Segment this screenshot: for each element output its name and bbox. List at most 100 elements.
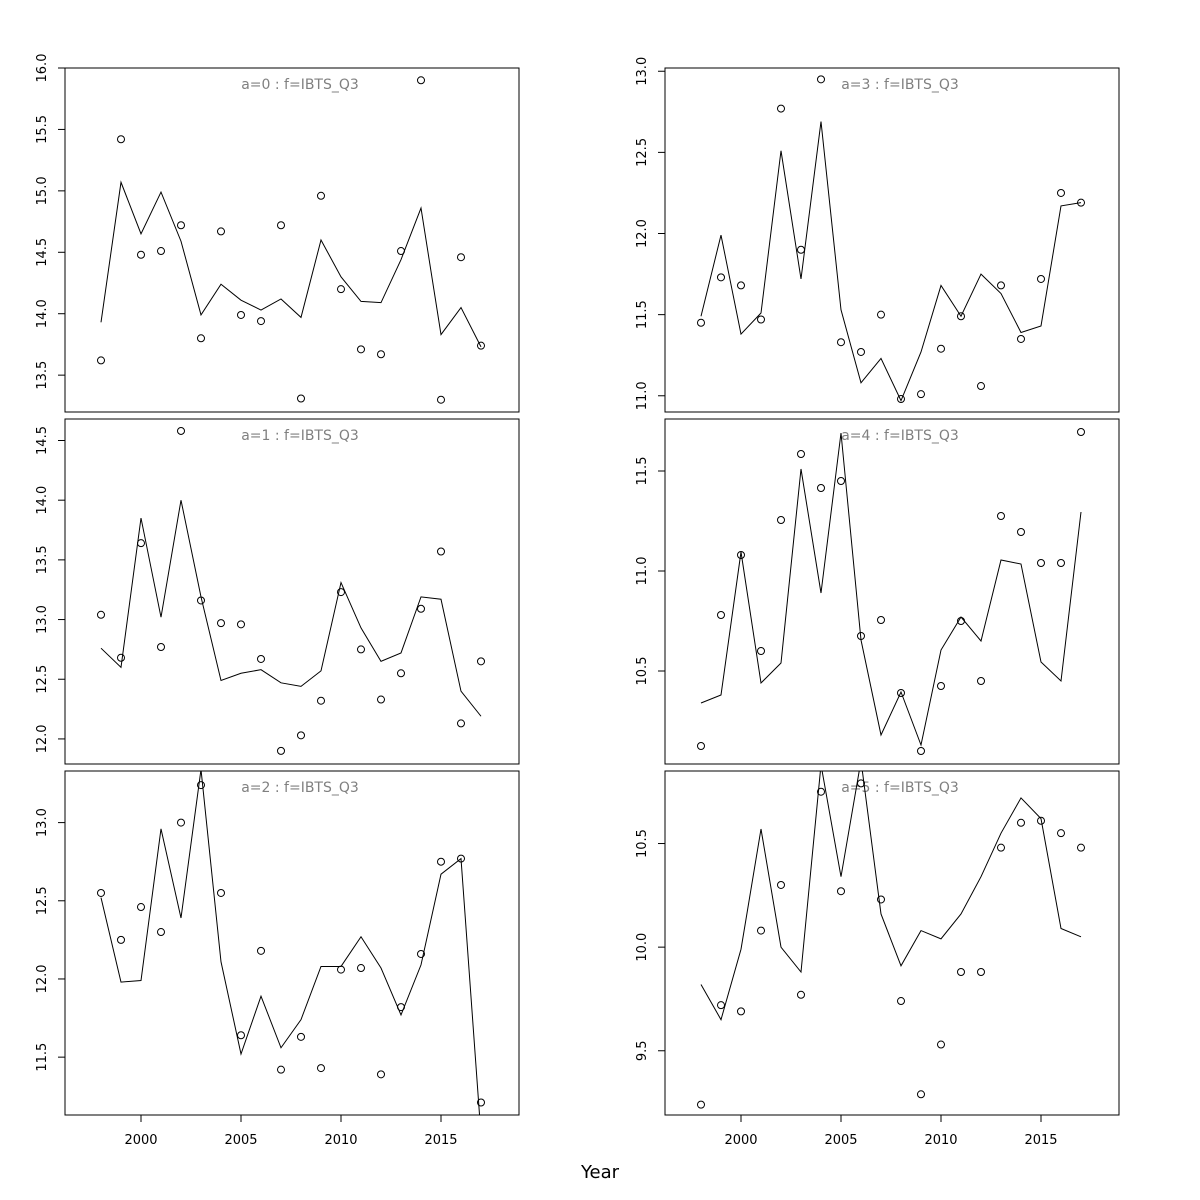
point [197,781,205,790]
point [297,394,305,403]
point [177,426,185,435]
point [917,390,925,399]
point [177,818,185,827]
y-tick-label: 14.0 [35,299,50,328]
point [1077,843,1085,852]
panel: a=5 : f=IBTS_Q3 9.5 10.0 10.5 2000 2005 2010 20… [635,770,1120,1148]
point [277,1065,285,1074]
point [957,312,965,321]
plot-area [697,428,1085,755]
point [1017,334,1025,343]
point [837,477,845,485]
point [157,928,165,937]
point [797,245,805,254]
point [777,516,785,524]
point [357,345,365,354]
point [217,619,225,628]
y-tick-label: 11.5 [635,300,650,329]
point [297,1032,305,1041]
point [937,1040,945,1049]
y-tick-label: 12.5 [35,665,50,694]
panel: a=4 : f=IBTS_Q3 10.5 11.0 11.5 [635,418,1120,765]
point [317,696,325,705]
point [1057,559,1065,567]
point [1037,559,1045,567]
point [1077,198,1085,207]
plot-area [97,76,485,404]
fitted-line [700,771,1082,1021]
plot-area [97,426,485,755]
y-tick-label: 14.5 [35,238,50,267]
plot-frame [664,67,1120,413]
x-axis-label: Year [580,1162,620,1183]
point [177,221,185,230]
y-tick-label: 14.5 [35,426,50,455]
point [457,719,465,728]
point [737,551,745,559]
point [357,645,365,654]
point [217,888,225,897]
point [817,484,825,492]
point [197,334,205,343]
y-tick-label: 15.0 [35,176,50,205]
point [837,887,845,896]
y-tick-label: 11.5 [35,1043,50,1072]
point [1077,428,1085,436]
point [477,657,485,666]
point [277,746,285,755]
y-tick-label: 12.0 [35,964,50,993]
y-tick-label: 14.0 [35,486,50,515]
y-tick-label: 12.0 [635,219,650,248]
point [1017,818,1025,827]
plot-area [697,75,1085,404]
x-tick-label: 2005 [224,1133,257,1148]
point [117,135,125,144]
point [977,677,985,685]
point [337,588,345,597]
point [817,75,825,84]
point [757,647,765,655]
point [777,880,785,889]
fitted-line [700,432,1082,747]
plot-area [697,771,1085,1109]
point [937,344,945,353]
point [237,620,245,629]
point [477,1098,485,1107]
point [357,964,365,973]
point [877,310,885,319]
point [737,281,745,290]
point [1037,274,1045,283]
point [737,1007,745,1016]
point [717,611,725,619]
fitted-line [100,180,482,348]
y-tick-label: 10.5 [635,657,650,686]
point [957,968,965,977]
x-tick-label: 2005 [824,1133,857,1148]
x-tick-label: 2000 [724,1133,757,1148]
point [457,253,465,262]
point [1017,528,1025,536]
point [977,382,985,391]
point [757,926,765,935]
point [417,604,425,613]
y-tick-label: 11.5 [635,457,650,486]
y-tick-label: 11.0 [635,381,650,410]
point [897,689,905,697]
point [237,310,245,319]
y-tick-label: 13.5 [35,545,50,574]
point [157,643,165,652]
point [397,669,405,678]
panel: a=1 : f=IBTS_Q3 12.0 12.5 13.0 13.5 14.0 14.5 [35,418,520,765]
panel: a=0 : f=IBTS_Q3 13.5 14.0 14.5 15.0 15.5 16.0 [35,54,520,413]
point [877,895,885,904]
plot-frame [64,67,520,413]
point [937,682,945,690]
point [377,695,385,704]
point [1057,829,1065,838]
y-tick-label: 13.0 [35,605,50,634]
point [277,221,285,230]
y-tick-label: 12.5 [35,886,50,915]
point [337,965,345,974]
point [437,857,445,866]
point [97,888,105,897]
